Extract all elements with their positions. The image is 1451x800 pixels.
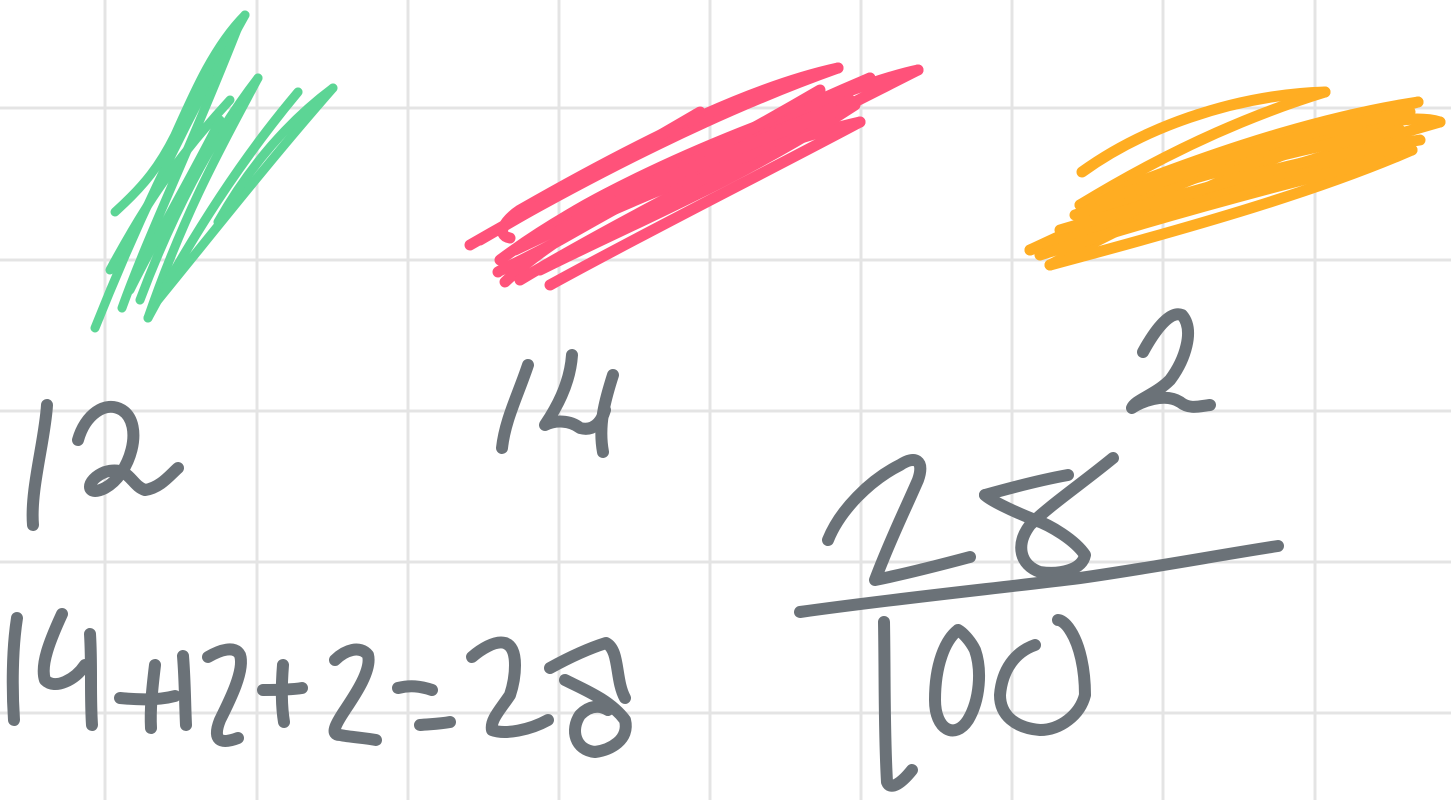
orange-scribble[interactable]: [1024, 86, 1446, 271]
label-2[interactable]: [1126, 308, 1216, 414]
label-14[interactable]: [496, 349, 619, 458]
fraction-numerator: [822, 454, 976, 586]
fraction-denominator: [878, 616, 918, 792]
fraction-bar: [794, 540, 1284, 618]
pink-scribble[interactable]: [464, 62, 924, 291]
green-scribble[interactable]: [90, 10, 338, 333]
fraction[interactable]: [794, 452, 1284, 792]
label-12[interactable]: [26, 399, 184, 531]
equation[interactable]: [6, 608, 632, 758]
handwriting-ink: [6, 308, 1284, 792]
